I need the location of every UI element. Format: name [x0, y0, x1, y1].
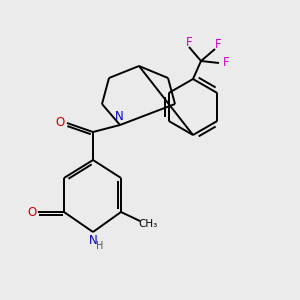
Text: F: F: [186, 35, 192, 49]
Text: O: O: [27, 206, 37, 218]
Text: N: N: [115, 110, 123, 122]
Text: N: N: [88, 235, 98, 248]
Text: F: F: [223, 56, 229, 70]
Text: CH₃: CH₃: [138, 219, 158, 229]
Text: F: F: [215, 38, 221, 50]
Text: H: H: [96, 241, 104, 251]
Text: O: O: [56, 116, 64, 130]
